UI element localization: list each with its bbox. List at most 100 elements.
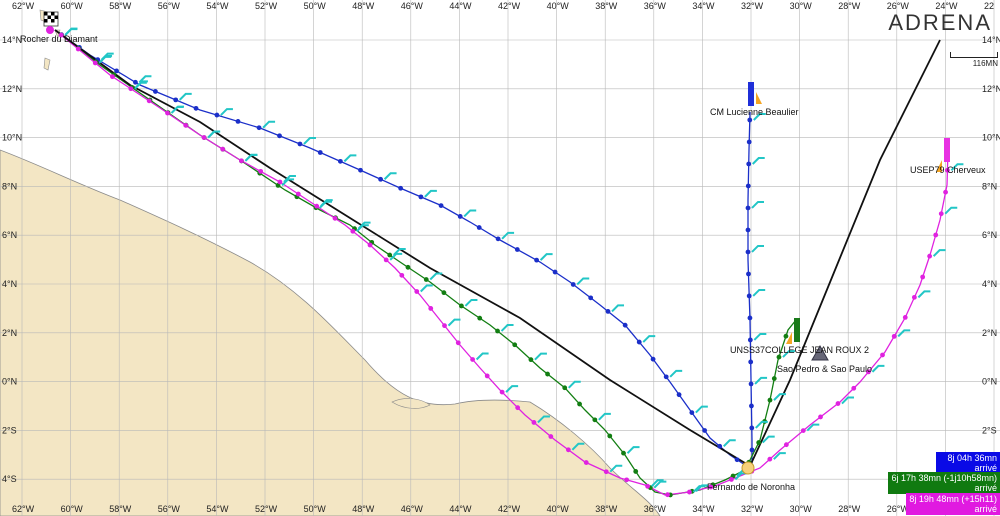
start-marker[interactable] xyxy=(43,11,59,34)
wind-barb xyxy=(871,364,885,373)
wind-barb xyxy=(692,485,706,493)
finish-marker[interactable] xyxy=(741,461,755,475)
waypoint-dot xyxy=(891,333,897,339)
waypoint-dot xyxy=(193,105,199,111)
lon-tick-label: 56°W xyxy=(158,1,181,11)
wind-barb xyxy=(464,298,478,307)
wind-barb xyxy=(178,92,192,101)
waypoint-dot xyxy=(383,257,389,263)
magenta-route xyxy=(54,29,949,496)
waypoint-dot xyxy=(358,167,363,173)
wind-barb xyxy=(281,178,295,187)
rocks-marker[interactable] xyxy=(811,344,829,361)
waypoint-dot xyxy=(583,460,589,465)
wind-barb xyxy=(753,112,766,121)
boat-blue[interactable] xyxy=(748,82,762,106)
wind-barb xyxy=(609,464,623,473)
waypoint-dot xyxy=(756,440,762,445)
waypoint-dot xyxy=(152,89,158,94)
wind-barb xyxy=(244,153,258,162)
waypoint-dot xyxy=(945,167,950,173)
waypoint-dot xyxy=(746,271,751,277)
lon-tick-label: 32°W xyxy=(741,504,764,514)
waypoint-dot xyxy=(512,342,518,348)
boat-magenta[interactable] xyxy=(936,138,950,172)
wind-barb xyxy=(751,244,764,253)
waypoint-dot xyxy=(548,434,554,439)
waypoint-dot xyxy=(717,443,723,449)
waypoint-dot xyxy=(146,98,152,104)
result-status: arrivé xyxy=(974,504,997,514)
boat-green[interactable] xyxy=(786,318,800,344)
waypoint-dot xyxy=(624,477,630,483)
lon-tick-label: 36°W xyxy=(644,504,667,514)
wind-barb xyxy=(626,446,640,454)
wind-barb xyxy=(695,405,708,414)
waypoint-dot xyxy=(745,227,751,233)
wind-barb xyxy=(539,253,553,261)
waypoint-dot xyxy=(414,289,420,294)
lat-tick-label-left: 4°N xyxy=(2,279,17,289)
lon-tick-label: 24°W xyxy=(935,1,958,11)
waypoint-dot xyxy=(633,469,639,474)
wind-barb xyxy=(773,452,786,460)
waypoint-dot xyxy=(747,315,753,321)
waypoint-dot xyxy=(747,337,753,343)
lon-tick-label: 44°W xyxy=(449,1,472,11)
waypoint-dot xyxy=(622,322,628,328)
waypoint-dot xyxy=(818,414,823,420)
lon-tick-label: 48°W xyxy=(352,504,375,514)
lon-tick-label: 28°W xyxy=(838,1,861,11)
wind-barb xyxy=(98,55,112,64)
wind-barb xyxy=(64,28,78,36)
lat-tick-label-right: 4°N xyxy=(982,279,997,289)
waypoint-dot xyxy=(398,185,404,191)
waypoint-dot xyxy=(165,110,170,116)
waypoint-dot xyxy=(201,135,207,140)
lat-tick-label-left: 14°N xyxy=(2,35,22,45)
waypoint-dot xyxy=(441,290,447,296)
waypoint-dot xyxy=(405,264,411,270)
waypoint-dot xyxy=(745,183,751,189)
lon-tick-label: 40°W xyxy=(547,504,570,514)
lat-tick-label-right: 0°N xyxy=(982,377,997,387)
lat-tick-label-left: 0°N xyxy=(2,377,17,387)
waypoint-dot xyxy=(477,315,483,321)
wind-barb xyxy=(669,369,683,378)
waypoint-dot xyxy=(495,236,501,242)
waypoint-dot xyxy=(220,146,226,152)
waypoint-dot xyxy=(277,133,282,139)
lon-tick-label: 34°W xyxy=(692,504,715,514)
wind-barb xyxy=(751,200,764,209)
waypoint-dot xyxy=(438,203,444,209)
waypoint-dot xyxy=(350,228,356,234)
result-time: 6j 17h 38mn (-1j10h58mn) xyxy=(891,473,997,483)
wind-barb xyxy=(568,380,581,389)
waypoint-dot xyxy=(729,477,734,482)
wind-barb xyxy=(207,130,221,139)
waypoint-dot xyxy=(835,401,841,406)
wind-barb xyxy=(505,385,519,393)
wind-barb xyxy=(537,415,550,424)
waypoint-dot xyxy=(295,191,301,197)
waypoint-dot xyxy=(592,417,598,423)
waypoint-dot xyxy=(75,46,81,52)
lon-tick-label: 42°W xyxy=(498,1,521,11)
wind-barb xyxy=(653,480,667,489)
lon-tick-label: 26°W xyxy=(887,504,910,514)
waypoint-dot xyxy=(314,203,320,209)
lat-tick-label-left: 4°S xyxy=(2,474,17,484)
waypoint-dot xyxy=(748,381,754,387)
wind-barb xyxy=(343,154,357,163)
start-label: Rocher du Diamant xyxy=(20,34,98,44)
lon-tick-label: 60°W xyxy=(61,1,84,11)
waypoint-dot xyxy=(689,410,695,415)
waypoint-dot xyxy=(911,294,917,300)
orthodromy-line xyxy=(54,29,751,467)
wind-barb xyxy=(463,209,477,218)
waypoint-dot xyxy=(746,139,752,145)
waypoint-dot xyxy=(748,359,754,365)
waypoint-dot xyxy=(183,122,189,128)
waypoint-dot xyxy=(749,447,755,453)
